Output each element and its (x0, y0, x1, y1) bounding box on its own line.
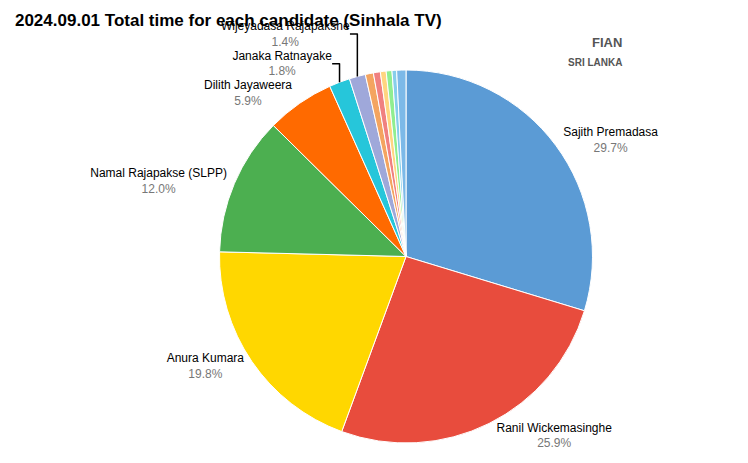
svg-text:2024.09.01 Total time for each: 2024.09.01 Total time for each candidate… (15, 11, 442, 30)
svg-text:Dilith Jayaweera5.9%: Dilith Jayaweera5.9% (204, 78, 292, 108)
svg-text:Wijeyadasa Rajapakshe1.4%: Wijeyadasa Rajapakshe1.4% (221, 19, 350, 49)
svg-text:Janaka Ratnayake1.8%: Janaka Ratnayake1.8% (232, 49, 332, 79)
svg-text:Namal Rajapakse (SLPP)12.0%: Namal Rajapakse (SLPP)12.0% (90, 166, 227, 196)
svg-text:Ranil Wickemasinghe25.9%: Ranil Wickemasinghe25.9% (496, 421, 612, 451)
svg-text:SRI LANKA: SRI LANKA (568, 57, 622, 68)
svg-text:FIAN: FIAN (592, 35, 622, 50)
svg-text:Sajith Premadasa29.7%: Sajith Premadasa29.7% (563, 125, 658, 155)
svg-text:Anura Kumara19.8%: Anura Kumara19.8% (167, 351, 245, 381)
